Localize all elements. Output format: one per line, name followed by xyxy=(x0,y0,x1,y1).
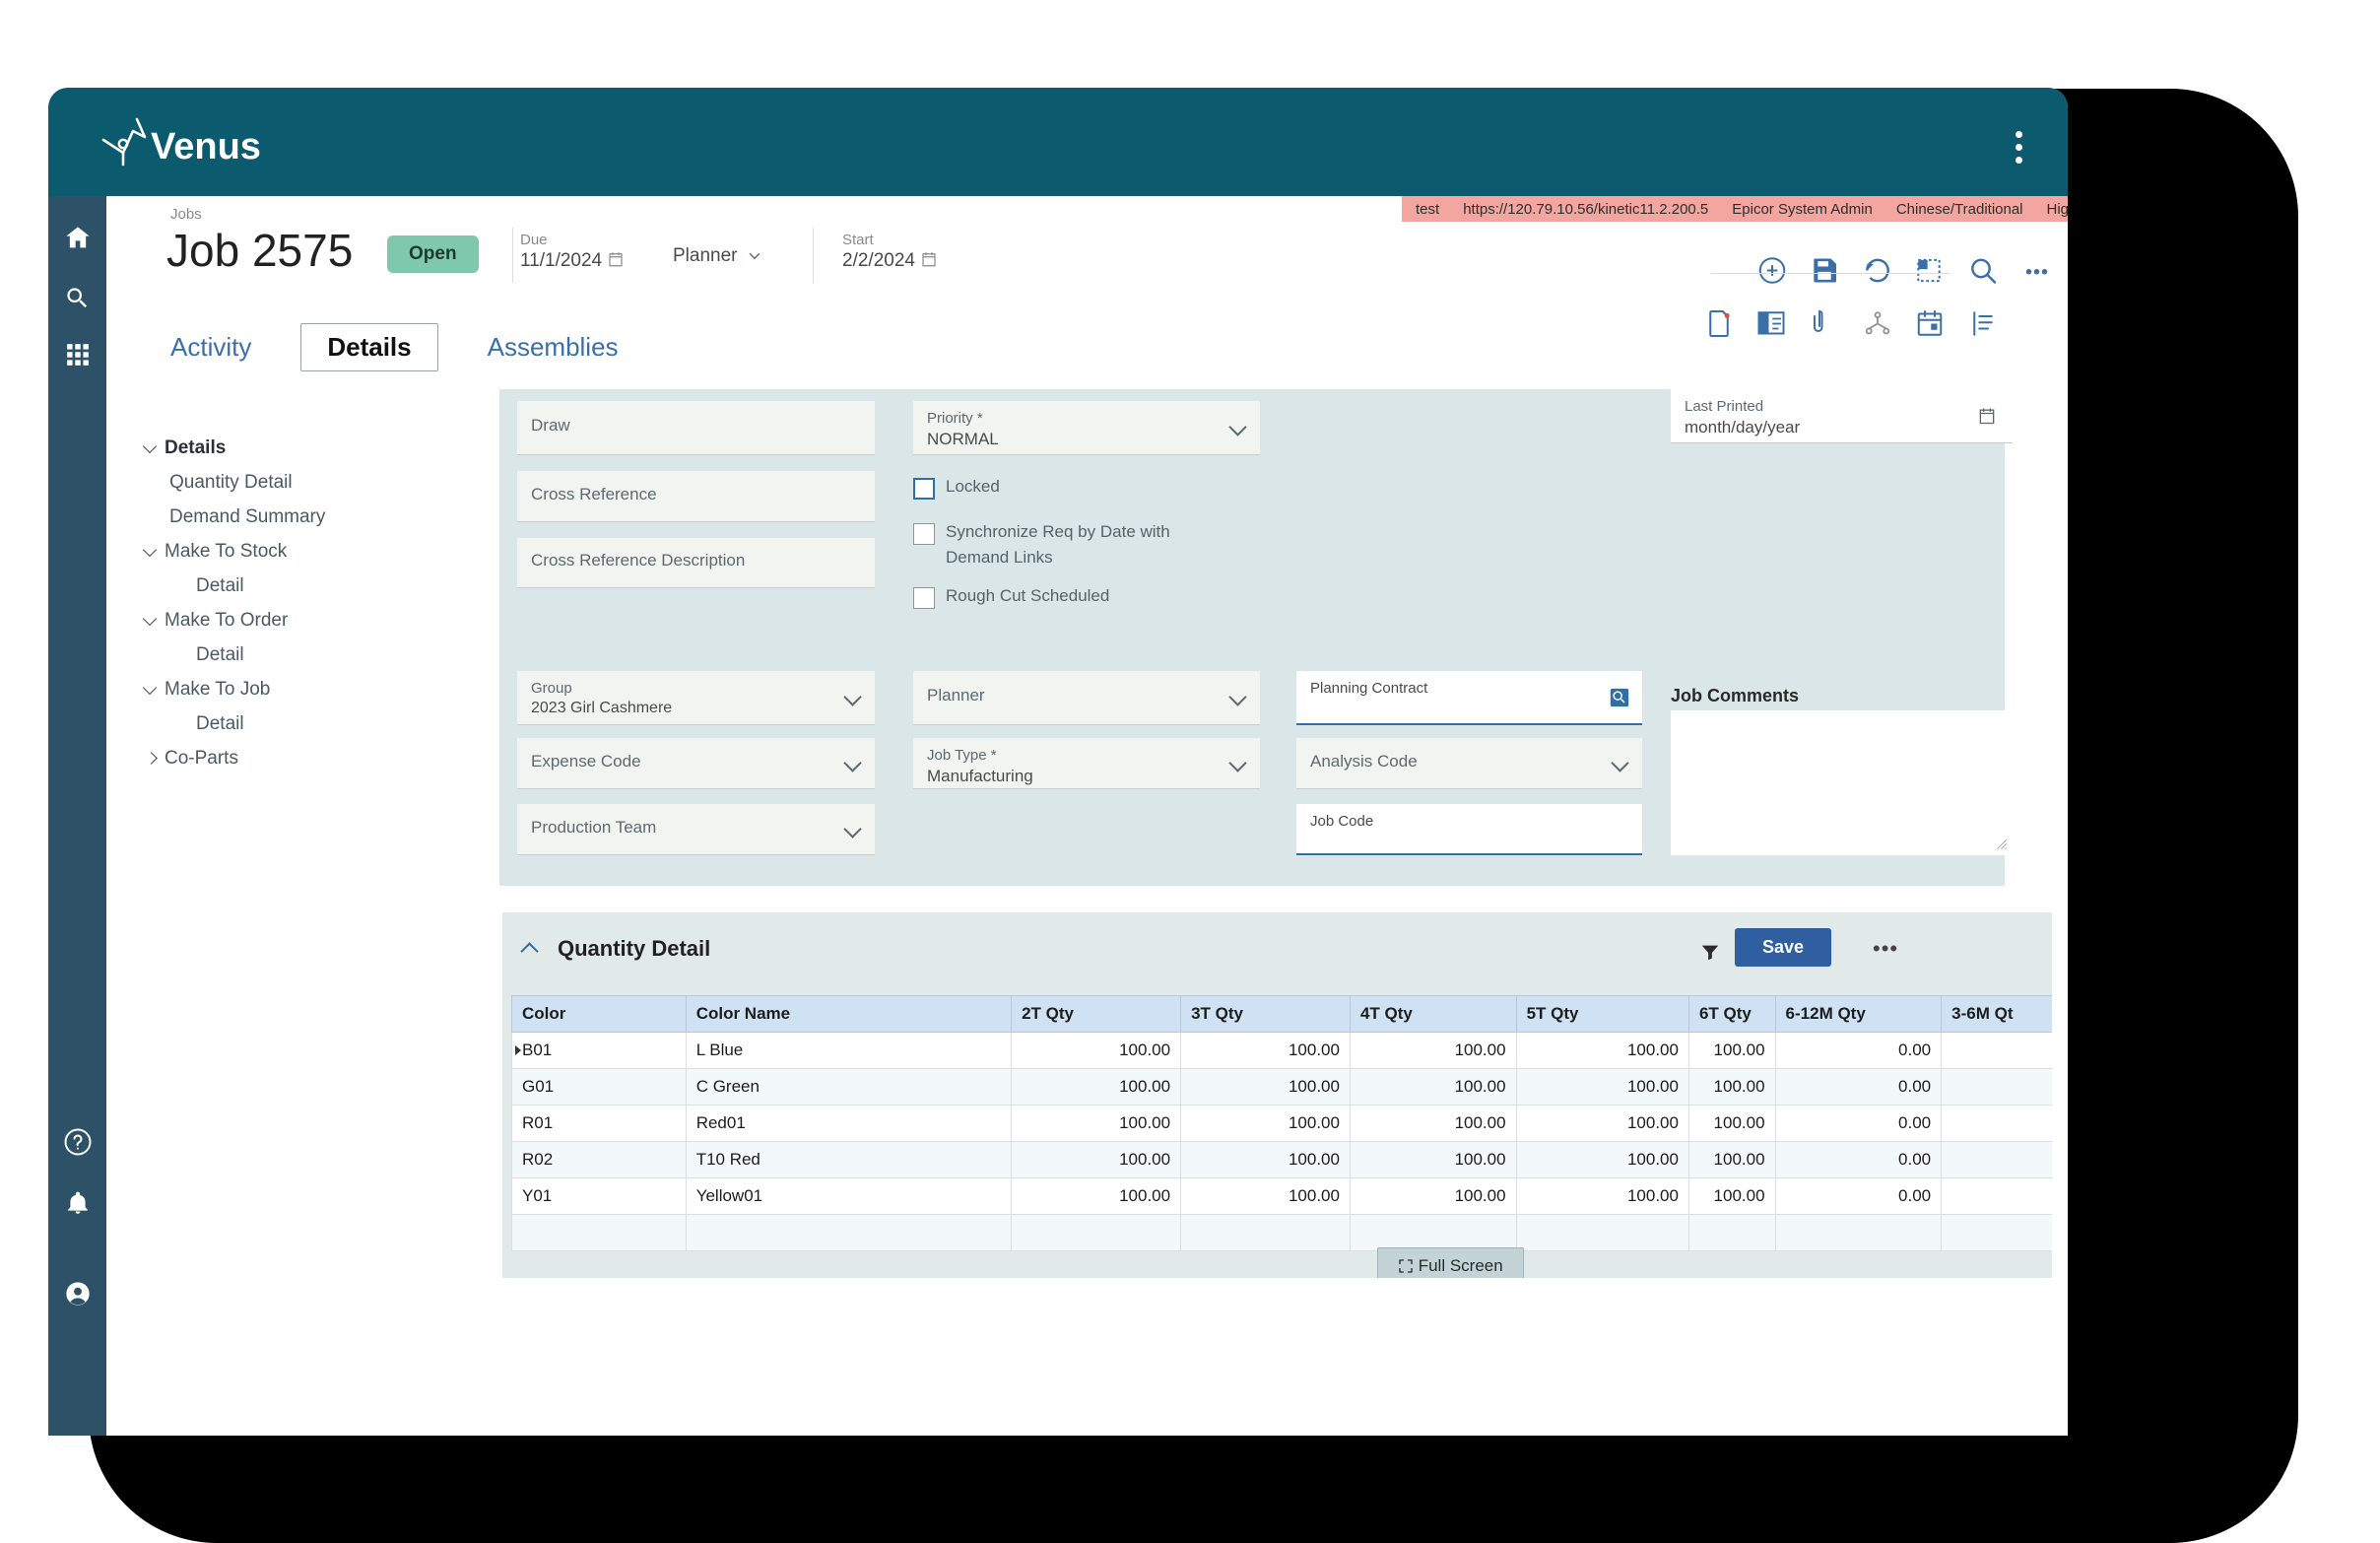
svg-text:Venus: Venus xyxy=(151,126,261,168)
